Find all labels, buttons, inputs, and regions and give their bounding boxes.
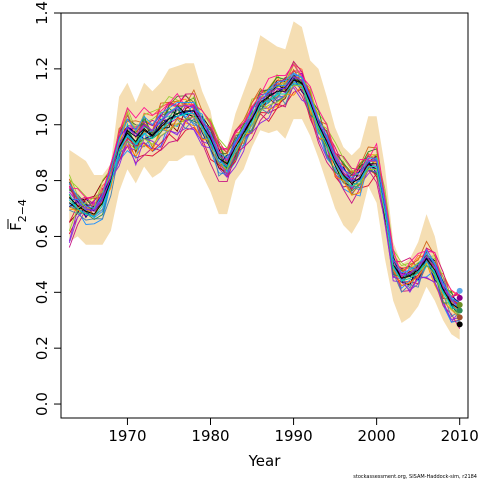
- simulation-line: [68, 86, 460, 321]
- y-tick-label: 0.6: [33, 225, 51, 249]
- y-tick-label: 1.2: [33, 57, 51, 81]
- y-tick-label: 1.4: [33, 1, 51, 25]
- series-line: [68, 79, 460, 310]
- end-point: [456, 314, 463, 321]
- y-axis-title-main: F: [7, 222, 25, 231]
- simulation-line: [69, 83, 460, 318]
- plot-frame: [60, 12, 469, 419]
- end-point: [456, 287, 463, 294]
- end-point: [456, 301, 463, 308]
- simulation-line: [69, 63, 460, 298]
- confidence-band-layer: [69, 21, 460, 340]
- simulation-line: [68, 75, 460, 306]
- end-points-layer: [456, 287, 463, 328]
- y-tick-label: 0.8: [33, 169, 51, 193]
- x-axis: 1970 1980 1990 2000 2010: [108, 418, 479, 445]
- x-tick-label: 2000: [358, 427, 396, 445]
- simulation-lines-layer: [68, 60, 461, 330]
- simulation-line: [69, 84, 461, 318]
- y-tick-label: 0.2: [33, 336, 51, 360]
- svg-text:F2−4: F2−4: [7, 199, 29, 231]
- y-axis: 0.0 0.2 0.4 0.6 0.8 1.0 1.2 1.4: [33, 1, 61, 416]
- y-tick-label: 0.0: [33, 392, 51, 416]
- y-axis-title: F2−4: [7, 199, 29, 231]
- end-point: [456, 307, 463, 314]
- series-line: [68, 76, 460, 307]
- x-tick-label: 1970: [108, 427, 146, 445]
- end-point: [456, 321, 463, 328]
- series-line: [68, 82, 460, 313]
- x-tick-label: 1990: [274, 427, 312, 445]
- x-tick-label: 1980: [191, 427, 229, 445]
- y-tick-label: 1.0: [33, 113, 51, 137]
- x-axis-title: Year: [248, 452, 282, 470]
- series-line: [68, 73, 460, 304]
- y-axis-title-subscript: 2−4: [16, 199, 29, 222]
- credit-text: stockassessment.org, SISAM-Haddock-sim, …: [353, 474, 477, 480]
- end-point: [456, 294, 463, 301]
- confidence-band: [69, 21, 460, 340]
- y-tick-label: 0.4: [33, 280, 51, 304]
- x-tick-label: 2010: [441, 427, 479, 445]
